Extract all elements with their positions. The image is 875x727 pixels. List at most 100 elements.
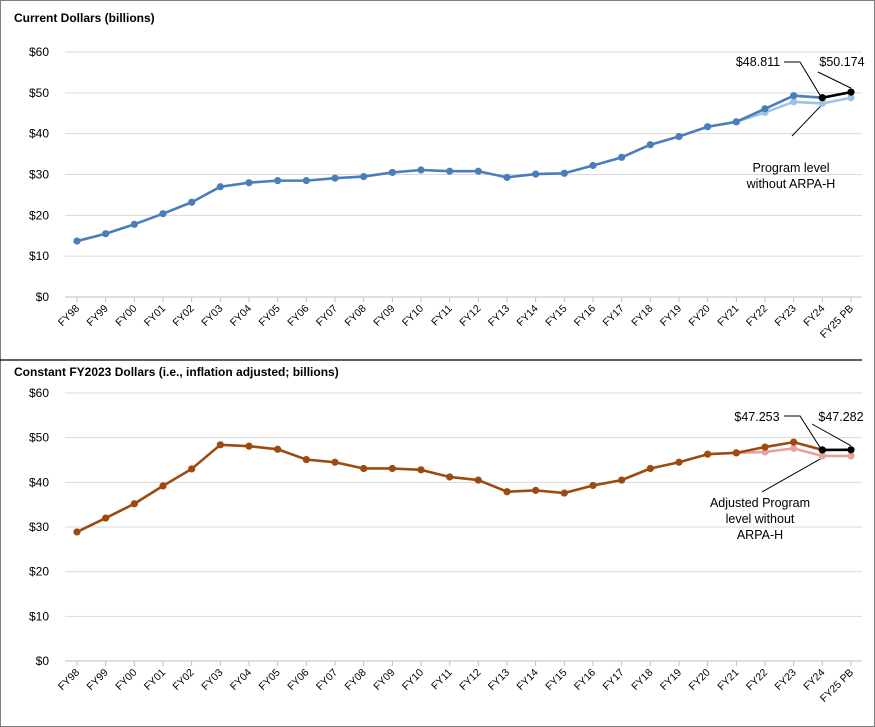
x-tick-label: FY01 [142, 667, 168, 693]
data-point [503, 488, 511, 496]
data-point [360, 464, 368, 473]
x-tick-label: FY22 [744, 303, 770, 329]
data-point [360, 172, 368, 181]
data-point [274, 177, 282, 185]
data-point [532, 170, 540, 178]
x-tick-label: FY10 [400, 303, 426, 329]
data-point [388, 168, 396, 177]
data-point [790, 98, 798, 106]
data-point [704, 123, 712, 131]
data-point [417, 166, 425, 174]
data-point [102, 514, 110, 522]
data-point [302, 177, 310, 185]
annotation-label: Program level without ARPA-H [746, 161, 836, 191]
data-point [790, 438, 798, 446]
annotation-label: $47.253 [734, 410, 779, 424]
annotation-leader [784, 415, 821, 449]
x-tick-label: FY24 [801, 303, 827, 329]
x-tick-label: FY12 [457, 667, 483, 693]
x-tick-label: FY05 [257, 667, 283, 693]
data-point [847, 452, 855, 460]
y-tick-label: $60 [29, 45, 49, 59]
data-point [446, 167, 454, 175]
data-point [245, 442, 253, 450]
data-point [818, 446, 826, 454]
series-line-3 [822, 90, 852, 99]
x-tick-label: FY09 [371, 303, 397, 329]
x-tick-label: FY16 [572, 303, 598, 329]
data-point [761, 105, 769, 113]
x-tick-label: FY00 [113, 667, 139, 693]
x-tick-label: FY17 [601, 303, 627, 329]
data-point [102, 230, 110, 238]
y-tick-label: $30 [29, 168, 49, 182]
data-point [589, 161, 597, 170]
x-tick-label: FY23 [773, 667, 799, 693]
x-tick-label: FY12 [457, 303, 483, 329]
x-tick-label: FY16 [572, 667, 598, 693]
annotation-label: $48.811 [736, 55, 780, 69]
x-tick-label: FY98 [56, 667, 82, 693]
data-point [474, 167, 482, 175]
annotation-leader [761, 458, 821, 493]
data-point [646, 464, 654, 473]
x-tick-label: FY07 [314, 667, 340, 693]
chart-panel-2: Constant FY2023 Dollars (i.e., inflation… [14, 365, 864, 705]
x-tick-label: FY03 [199, 303, 225, 329]
data-point [388, 464, 396, 473]
y-tick-label: $0 [36, 654, 50, 668]
x-tick-label: FY99 [85, 667, 111, 693]
x-tick-label: FY05 [257, 303, 283, 329]
x-tick-label: FY15 [543, 667, 569, 693]
data-point [847, 446, 855, 454]
data-point [618, 476, 626, 484]
x-tick-label: FY20 [687, 667, 713, 693]
x-tick-label: FY08 [343, 667, 369, 693]
x-tick-label: FY13 [486, 667, 512, 693]
annotation-leader [817, 71, 852, 89]
data-point [818, 452, 826, 460]
y-tick-label: $30 [29, 520, 49, 534]
data-point [73, 237, 81, 245]
x-tick-label: FY01 [142, 303, 168, 329]
data-point [732, 449, 740, 457]
chart-panel-1: Current Dollars (billions) $0 $10 $20 $30 $40… [14, 11, 865, 341]
x-tick-label: FY11 [429, 667, 455, 693]
annotation-leader [784, 61, 821, 96]
x-tick-label: FY02 [171, 667, 197, 693]
y-tick-label: $40 [29, 475, 49, 489]
data-point [818, 94, 826, 102]
data-point [130, 500, 138, 508]
data-point [188, 198, 196, 206]
data-point [761, 443, 769, 451]
data-point [503, 173, 511, 181]
x-tick-label: FY24 [801, 667, 827, 693]
data-point [216, 441, 224, 449]
x-tick-label: FY19 [658, 303, 684, 329]
x-tick-label: FY03 [199, 667, 225, 693]
data-point [245, 179, 253, 187]
data-point [474, 476, 482, 484]
x-tick-label: FY23 [773, 303, 799, 329]
y-tick-label: $10 [29, 249, 49, 263]
data-point [73, 528, 81, 536]
x-tick-label: FY20 [687, 303, 713, 329]
data-point [216, 183, 224, 191]
x-tick-label: FY18 [629, 303, 655, 329]
x-tick-label: FY13 [486, 303, 512, 329]
data-point [560, 489, 568, 497]
x-tick-label: FY06 [285, 303, 311, 329]
data-point [560, 169, 568, 177]
data-point [704, 450, 712, 458]
x-tick-label: FY98 [56, 303, 82, 329]
x-tick-label: FY17 [601, 667, 627, 693]
data-point [446, 473, 454, 481]
data-point [417, 466, 425, 474]
x-tick-label: FY09 [371, 667, 397, 693]
x-tick-label: FY99 [85, 303, 111, 329]
data-point [847, 94, 855, 102]
data-point [532, 486, 540, 494]
x-tick-label: FY21 [715, 303, 741, 329]
data-point [274, 445, 282, 453]
